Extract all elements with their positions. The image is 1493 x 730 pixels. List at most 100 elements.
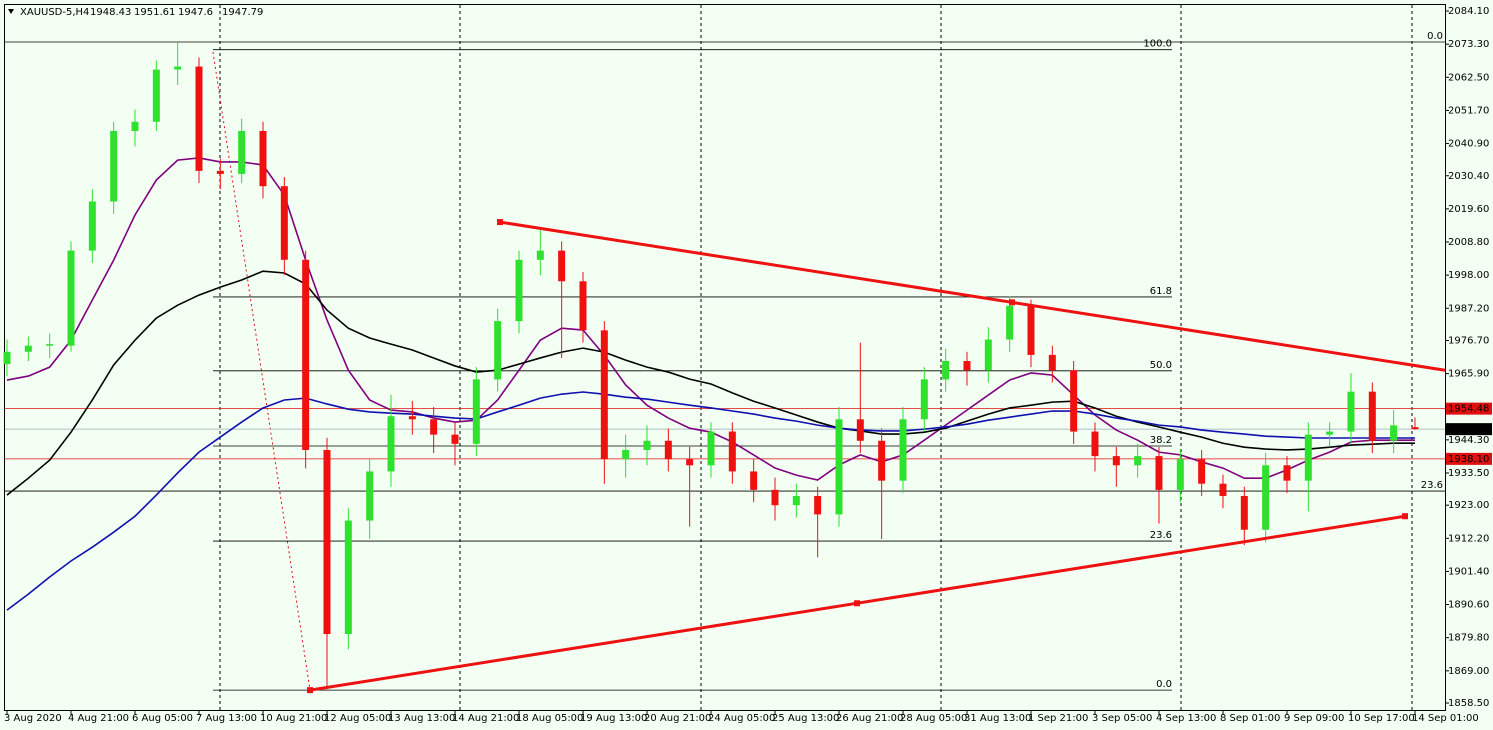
candle-body (1006, 305, 1014, 340)
y-tick-label: 1869.00 (1448, 666, 1489, 677)
y-tick-label: 1901.40 (1448, 566, 1489, 577)
x-tick-label: 20 Aug 21:00 (644, 713, 711, 724)
candle-body (728, 431, 736, 472)
candle-body (494, 321, 502, 380)
x-tick-label: 14 Aug 21:00 (452, 713, 519, 724)
candle-body (707, 431, 715, 466)
y-tick-label: 1987.20 (1448, 303, 1489, 314)
trendline (499, 220, 1446, 372)
candle-body (771, 489, 779, 506)
candle-body (110, 130, 118, 202)
fib-label: 38.2 (1150, 435, 1172, 446)
candle-body (856, 419, 864, 441)
trendline-anchor (854, 600, 860, 607)
price-label: 1954.48 (1448, 404, 1489, 415)
menu-arrow (8, 9, 14, 14)
candle-body (1070, 370, 1078, 432)
x-tick-label: 6 Aug 05:00 (132, 713, 193, 724)
x-tick-label: 10 Sep 17:00 (1348, 713, 1415, 724)
x-tick-label: 10 Aug 21:00 (260, 713, 327, 724)
y-tick-label: 1879.80 (1448, 633, 1489, 644)
fib-label: 100.0 (1143, 39, 1172, 50)
candle-body (600, 330, 608, 460)
x-tick-label: 25 Aug 13:00 (772, 713, 839, 724)
candle-body (1411, 427, 1419, 430)
ohlc-close: 1947.79 (222, 7, 263, 18)
trendline-anchor (497, 219, 503, 226)
y-tick-label: 2084.10 (1448, 6, 1489, 17)
candle-body (131, 121, 139, 131)
candle-body (238, 130, 246, 174)
x-tick-label: 4 Aug 21:00 (68, 713, 129, 724)
y-tick-label: 2051.70 (1448, 105, 1489, 116)
candle-body (152, 69, 160, 122)
candle-body (1091, 431, 1099, 457)
candle-body (558, 250, 566, 282)
candle-body (622, 449, 630, 460)
candle-body (408, 416, 416, 420)
candle-body (430, 419, 438, 435)
candle-body (750, 471, 758, 490)
x-tick-label: 14 Sep 01:00 (1412, 713, 1479, 724)
x-tick-label: 28 Aug 05:00 (900, 713, 967, 724)
candle-body (323, 449, 331, 635)
y-tick-label: 1912.20 (1448, 533, 1489, 544)
fib-label: 0.0 (1156, 679, 1172, 690)
candle-body (878, 440, 886, 481)
candle-body (1219, 483, 1227, 496)
y-tick-label: 1998.00 (1448, 270, 1489, 281)
moving-average (6, 270, 1415, 496)
candle-body (1048, 354, 1056, 371)
candle-body (1027, 305, 1035, 355)
y-tick-label: 1923.00 (1448, 500, 1489, 511)
x-tick-label: 4 Sep 13:00 (1156, 713, 1216, 724)
y-tick-label: 2030.40 (1448, 171, 1489, 182)
current-price-label: 1947.79 (1448, 424, 1489, 435)
candle-body (174, 66, 182, 70)
trendline-anchor (1402, 513, 1408, 520)
y-tick-label: 2040.90 (1448, 139, 1489, 150)
candle-body (792, 495, 800, 506)
price-label: 1938.10 (1448, 454, 1489, 465)
y-tick-label: 1890.60 (1448, 600, 1489, 611)
candle-body (387, 416, 395, 472)
x-tick-label: 31 Aug 13:00 (964, 713, 1031, 724)
candle-body (1155, 456, 1163, 490)
candle-body (1304, 434, 1312, 481)
candle-body (472, 379, 480, 444)
candle-body (302, 259, 310, 450)
candle-body (686, 459, 694, 466)
candle-body (1326, 431, 1334, 435)
y-tick-label: 1976.70 (1448, 335, 1489, 346)
candle-body (942, 361, 950, 380)
y-tick-label: 1965.90 (1448, 369, 1489, 380)
x-tick-label: 13 Aug 13:00 (388, 713, 455, 724)
x-tick-label: 7 Aug 13:00 (196, 713, 257, 724)
candle-body (1198, 459, 1206, 484)
y-tick-label: 2008.80 (1448, 237, 1489, 248)
y-tick-label: 1858.50 (1448, 698, 1489, 709)
candle-body (46, 344, 54, 346)
symbol: XAUUSD-5,H4 (20, 7, 89, 18)
price-label-bg (1446, 452, 1492, 465)
candle-body (88, 201, 96, 251)
candle-body (1112, 456, 1120, 466)
x-tick-label: 24 Aug 05:00 (708, 713, 775, 724)
candle-body (216, 170, 224, 174)
candle-body (344, 520, 352, 635)
trendline-anchor (307, 687, 313, 694)
fib-label: 23.6 (1421, 480, 1443, 491)
candle-body (1176, 459, 1184, 490)
current-price-bg (1446, 423, 1492, 436)
fib-label: 0.0 (1427, 31, 1443, 42)
y-tick-label: 1933.50 (1448, 468, 1489, 479)
candle-body (67, 250, 75, 346)
candle-body (1368, 391, 1376, 441)
candle-body (3, 351, 11, 365)
candle-body (899, 419, 907, 481)
candle-body (1390, 425, 1398, 441)
price-label-bg (1446, 402, 1492, 415)
ohlc-high: 1951.61 (134, 7, 175, 18)
